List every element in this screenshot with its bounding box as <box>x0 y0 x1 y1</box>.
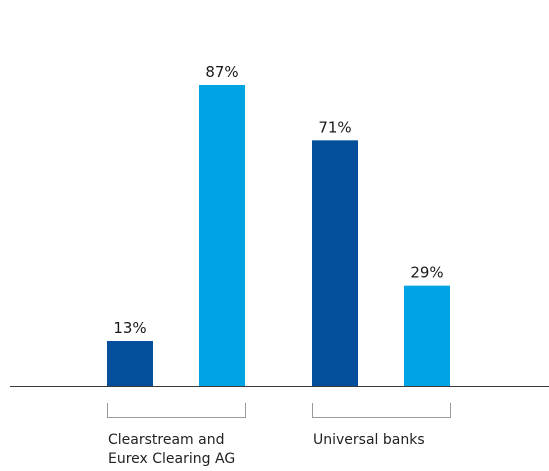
data-label-1-1: 29% <box>410 264 443 282</box>
category-label-1-line-0: Universal banks <box>313 432 425 448</box>
category-labels-layer: Clearstream and Eurex Clearing AG Universa… <box>107 403 451 467</box>
value-labels-layer: 13% 87% 71% 29% <box>113 63 443 337</box>
bar-0-0 <box>107 341 153 386</box>
bar-0-1 <box>199 84 245 386</box>
group-bracket-0 <box>107 403 246 418</box>
data-label-0-1: 87% <box>205 63 238 81</box>
category-label-0-line-0: Clearstream and <box>108 432 224 448</box>
data-label-1-0: 71% <box>318 118 351 136</box>
bar-1-1 <box>404 285 450 386</box>
bars-layer <box>107 84 450 386</box>
bar-1-0 <box>312 140 358 386</box>
group-bracket-1 <box>312 403 451 418</box>
data-label-0-0: 13% <box>113 319 146 337</box>
category-label-0-line-1: Eurex Clearing AG <box>108 451 235 467</box>
